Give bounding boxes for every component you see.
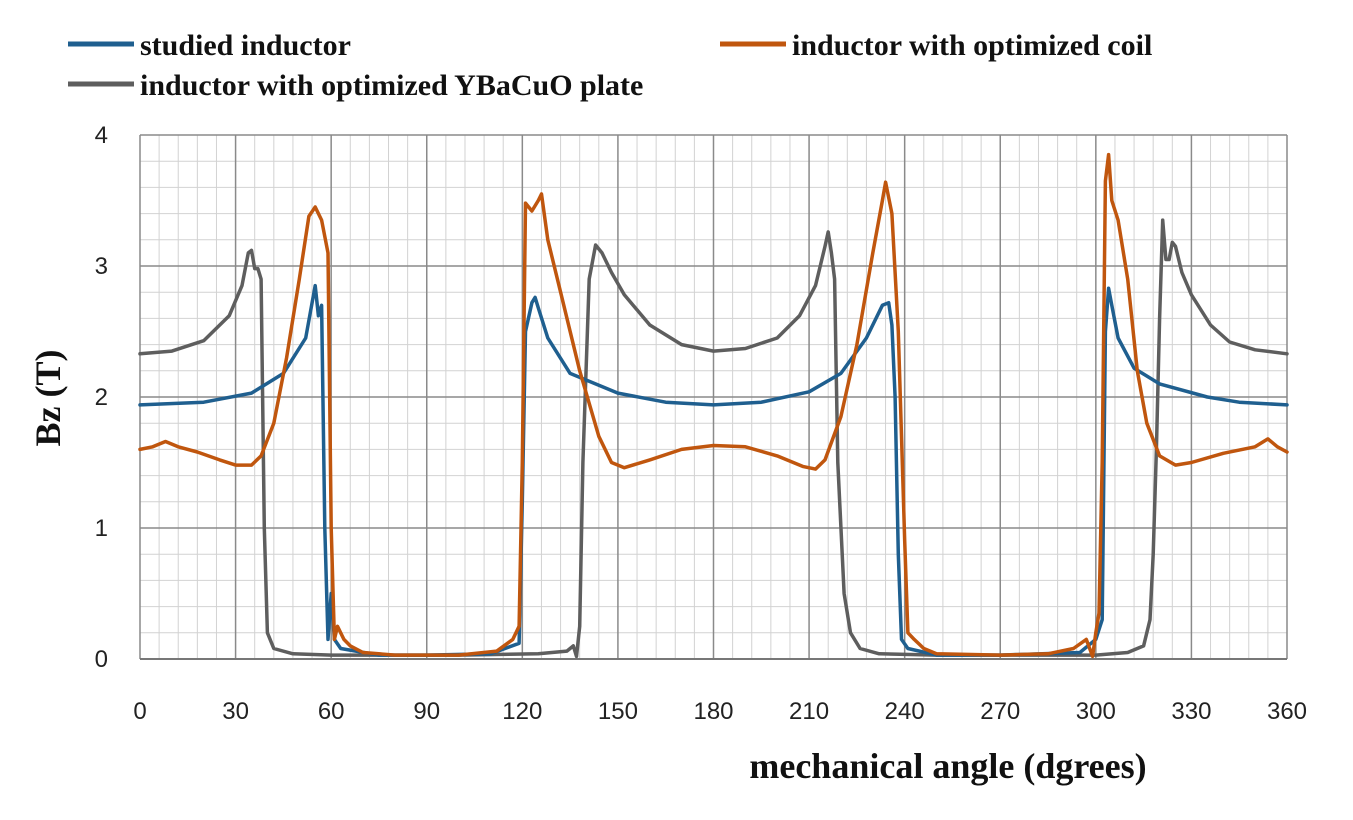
y-tick-label-3: 3 [95, 253, 108, 280]
series-line-optimized-ybacuo-plate [138, 218, 1289, 659]
y-tick-label-4: 4 [95, 122, 108, 149]
x-tick-label-180: 180 [693, 698, 733, 725]
x-tick-label-60: 60 [318, 698, 345, 725]
x-axis-title: mechanical angle (dgrees) [749, 746, 1146, 786]
x-tick-label-270: 270 [980, 698, 1020, 725]
x-tick-label-360: 360 [1267, 698, 1307, 725]
plot-area: 0 30 60 90 120 150 180 210 240 270 300 330 360 0 1 2 3 4 [95, 122, 1307, 725]
legend-label-optimized-ybacuo-plate: inductor with optimized YBaCuO plate [140, 69, 643, 102]
x-tick-label-90: 90 [413, 698, 440, 725]
series-line-studied-inductor [138, 283, 1289, 657]
y-tick-label-2: 2 [95, 384, 108, 411]
x-tick-label-240: 240 [885, 698, 925, 725]
y-axis-title: Bz (T) [28, 350, 68, 447]
x-tick-label-210: 210 [789, 698, 829, 725]
x-tick-label-300: 300 [1076, 698, 1116, 725]
x-tick-label-120: 120 [502, 698, 542, 725]
x-tick-label-330: 330 [1171, 698, 1211, 725]
x-tick-label-150: 150 [598, 698, 638, 725]
legend: studied inductor inductor with optimized… [68, 29, 1152, 102]
y-tick-label-0: 0 [95, 646, 108, 673]
x-tick-label-0: 0 [133, 698, 146, 725]
x-tick-label-30: 30 [222, 698, 249, 725]
legend-label-optimized-coil: inductor with optimized coil [792, 29, 1152, 62]
legend-label-studied-inductor: studied inductor [140, 29, 351, 62]
y-tick-label-1: 1 [95, 515, 108, 542]
series-line-optimized-coil [138, 152, 1289, 659]
